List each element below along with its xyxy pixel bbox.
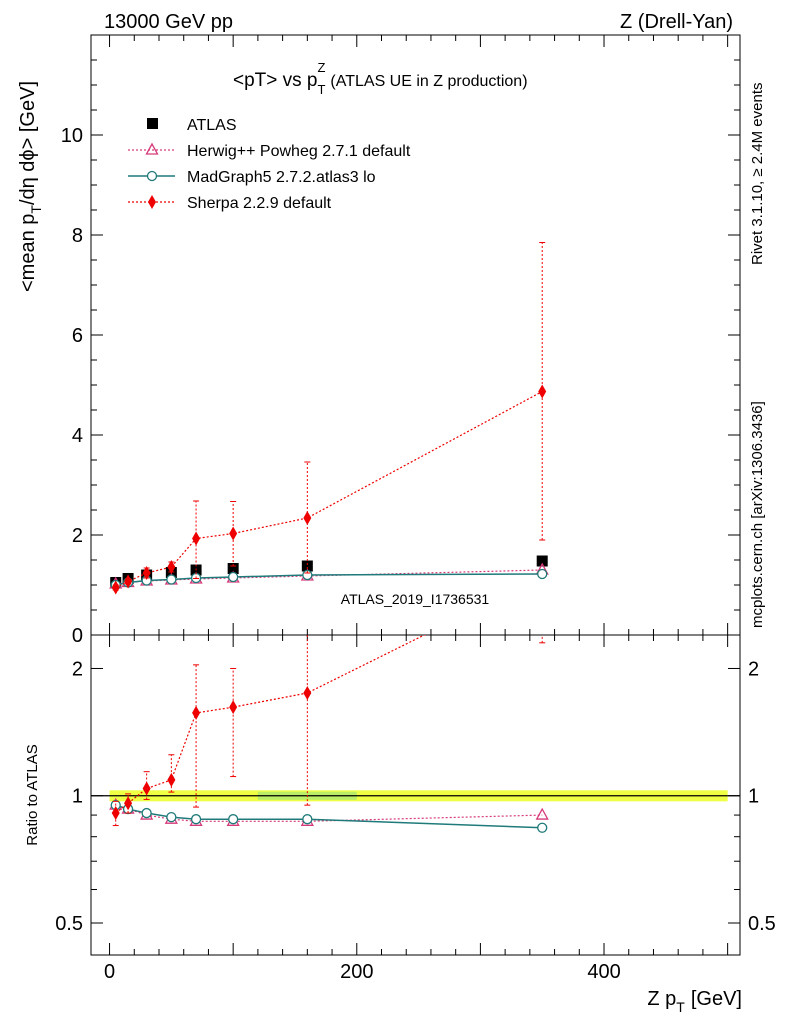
- madgraph-point: [166, 811, 177, 823]
- sherpa-point: [167, 772, 176, 787]
- ylabel-sub: T: [28, 205, 44, 214]
- ratio-y-tick-label-right: 0.5: [748, 913, 776, 935]
- ratio-y-tick-label-right: 2: [748, 658, 759, 680]
- watermark: ATLAS_2019_I1736531: [341, 591, 490, 607]
- sherpa-point: [142, 566, 151, 580]
- xlabel-main: Z p: [647, 988, 676, 1010]
- plot-title: <pT> vs pTZ (ATLAS UE in Z production): [233, 60, 528, 97]
- atlas-point: [227, 563, 239, 574]
- sherpa-point: [538, 384, 547, 399]
- y-tick-label: 6: [72, 325, 83, 347]
- side-label-mcplots: mcplots.cern.ch [arXiv:1306.3436]: [749, 401, 766, 628]
- xlabel-unit: [GeV]: [691, 988, 742, 1010]
- sherpa-point: [124, 574, 133, 589]
- legend-label: Sherpa 2.2.9 default: [187, 195, 332, 212]
- ylabel-rest: /dη dϕ> [GeV]: [17, 81, 39, 205]
- herwig-point: [535, 807, 549, 820]
- title-sub: T: [318, 82, 326, 97]
- legend-label: MadGraph5 2.7.2.atlas3 lo: [187, 169, 376, 186]
- title-sup: Z: [317, 60, 325, 75]
- sherpa-point: [303, 511, 312, 525]
- sherpa-point: [192, 705, 201, 720]
- madgraph-point: [537, 822, 548, 833]
- header-left: 13000 GeV pp: [104, 11, 233, 33]
- sherpa-point: [111, 806, 120, 821]
- ratio-reference-band: [91, 790, 740, 802]
- madgraph-point: [537, 568, 548, 580]
- legend-entry-atlas: ATLAS: [147, 117, 237, 134]
- legend-entry-sherpa: Sherpa 2.2.9 default: [128, 195, 332, 212]
- main-y-axis-label: <mean pT/dη dϕ> [GeV]: [17, 81, 44, 292]
- legend-entry-herwig: Herwig++ Powheg 2.7.1 default: [128, 142, 411, 160]
- sherpa-point: [229, 700, 238, 715]
- ratio-y-tick-label: 2: [72, 658, 83, 680]
- ratio-series: [109, 635, 549, 833]
- ylabel-main: <mean p: [17, 214, 39, 292]
- side-label-rivet: Rivet 3.1.10, ≥ 2.4M events: [749, 83, 766, 266]
- herwig-line: [115, 569, 543, 585]
- legend-label: Herwig++ Powheg 2.7.1 default: [187, 143, 411, 160]
- legend-marker-triangle: [145, 142, 159, 155]
- herwig-ratio-line: [115, 804, 543, 822]
- atlas-point: [536, 555, 548, 567]
- sherpa-point: [142, 781, 151, 796]
- ratio-panel: 0 200 400 0.5 0.5 1 1 2 2: [55, 634, 776, 983]
- ratio-y-tick-label: 0.5: [55, 913, 83, 935]
- x-tick-label: 400: [587, 961, 620, 983]
- madgraph-point: [141, 807, 152, 819]
- sherpa-point: [229, 526, 238, 541]
- madgraph-point: [302, 814, 313, 825]
- title-main: <pT> vs p: [233, 70, 318, 91]
- legend-marker-square: [147, 118, 158, 129]
- main-panel: 0 2 4 6 8 10: [61, 34, 741, 955]
- xlabel-sub: T: [676, 999, 685, 1015]
- labels: 13000 GeV pp Z (Drell-Yan) <pT> vs pTZ(A…: [17, 11, 766, 1015]
- y-tick-label: 2: [72, 525, 83, 547]
- madgraph-point: [166, 574, 177, 585]
- x-tick-label: 0: [104, 961, 115, 983]
- sherpa-line: [115, 390, 543, 589]
- header-right: Z (Drell-Yan): [620, 11, 733, 33]
- y-tick-label: 8: [72, 225, 83, 247]
- sherpa-point: [124, 796, 133, 811]
- title-paren: (ATLAS UE in Z production): [330, 73, 527, 90]
- data-marks: [109, 242, 549, 833]
- madgraph-point: [228, 571, 239, 583]
- ratio-y-tick-label: 1: [72, 786, 83, 808]
- legend-marker-circle: [146, 170, 158, 182]
- legend-marker-diamond: [148, 195, 156, 209]
- madgraph-point: [228, 814, 239, 825]
- madgraph-line: [115, 573, 543, 586]
- sherpa-ratio-line: [115, 635, 426, 814]
- ratio-y-tick-label-right: 1: [748, 786, 759, 808]
- legend: ATLAS Herwig++ Powheg 2.7.1 default MadG…: [128, 117, 411, 212]
- y-tick-label: 4: [72, 425, 83, 447]
- sherpa-point: [111, 580, 120, 595]
- x-tick-label: 200: [340, 961, 373, 983]
- atlas-point: [301, 560, 313, 572]
- legend-label: ATLAS: [187, 117, 237, 134]
- sherpa-point: [167, 560, 176, 574]
- sherpa-point: [303, 685, 312, 700]
- madgraph-point: [190, 814, 202, 825]
- sherpa-point: [192, 531, 201, 546]
- ratio-y-axis-label: Ratio to ATLAS: [24, 744, 41, 845]
- y-tick-label: 10: [61, 125, 83, 147]
- ratio-frame: [90, 634, 741, 956]
- main-series: [109, 242, 549, 595]
- legend-entry-madgraph: MadGraph5 2.7.2.atlas3 lo: [128, 169, 376, 186]
- x-axis-label: Z pT [GeV]: [647, 988, 742, 1015]
- y-tick-label: 0: [72, 625, 83, 647]
